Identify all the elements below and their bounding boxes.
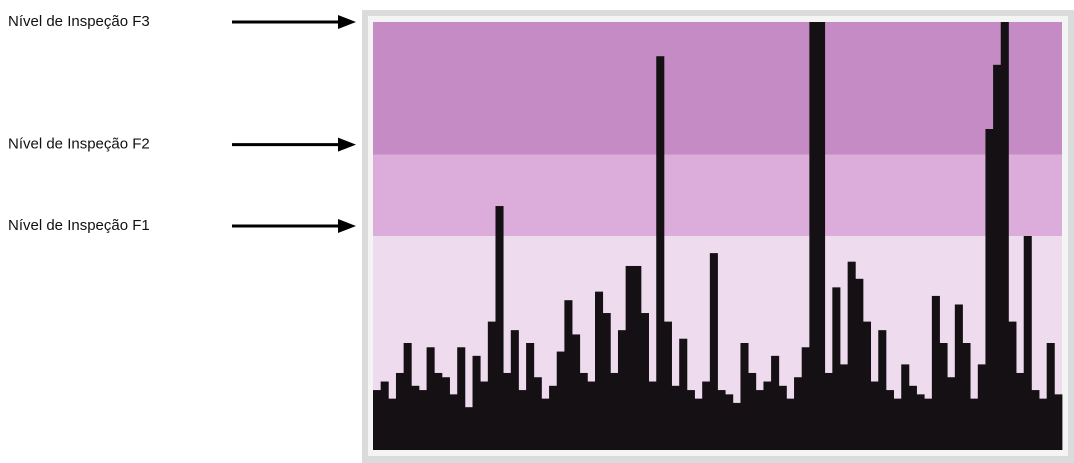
bar bbox=[1016, 373, 1024, 450]
bar bbox=[710, 253, 718, 450]
bar bbox=[1008, 322, 1016, 450]
bar bbox=[809, 22, 817, 450]
bar bbox=[855, 279, 863, 450]
bar bbox=[825, 373, 833, 450]
bar bbox=[748, 373, 756, 450]
bar bbox=[840, 364, 848, 450]
bar bbox=[641, 313, 649, 450]
bar bbox=[457, 347, 465, 450]
bar bbox=[763, 382, 771, 450]
bar bbox=[534, 377, 542, 450]
bar bbox=[649, 382, 657, 450]
bar bbox=[932, 296, 940, 450]
arrow-head bbox=[338, 138, 356, 152]
bar bbox=[947, 377, 955, 450]
bar bbox=[373, 390, 381, 450]
bar bbox=[978, 364, 986, 450]
bar bbox=[718, 390, 726, 450]
bar bbox=[610, 373, 618, 450]
bar bbox=[985, 129, 993, 450]
bar bbox=[427, 347, 435, 450]
level-label: Nível de Inspeção F2 bbox=[8, 136, 150, 153]
bar bbox=[848, 262, 856, 450]
bar bbox=[480, 382, 488, 450]
bar bbox=[511, 330, 519, 450]
bar bbox=[603, 313, 611, 450]
bar bbox=[779, 386, 787, 450]
bar bbox=[725, 394, 733, 450]
bar bbox=[1031, 390, 1039, 450]
level-label: Nível de Inspeção F3 bbox=[8, 13, 150, 30]
bar bbox=[802, 347, 810, 450]
level-label: Nível de Inspeção F1 bbox=[8, 217, 150, 234]
bar bbox=[503, 373, 511, 450]
bar bbox=[771, 356, 779, 450]
bar bbox=[894, 399, 902, 450]
bar bbox=[733, 403, 741, 450]
bar bbox=[656, 56, 664, 450]
bar bbox=[955, 304, 963, 450]
bar bbox=[549, 386, 557, 450]
bar bbox=[878, 330, 886, 450]
bar bbox=[993, 65, 1001, 450]
bar bbox=[404, 343, 412, 450]
bar bbox=[817, 22, 825, 450]
bar bbox=[672, 386, 680, 450]
arrow-head bbox=[338, 219, 356, 233]
bar bbox=[450, 394, 458, 450]
bar bbox=[863, 322, 871, 450]
inspection-band bbox=[373, 22, 1062, 155]
bar bbox=[411, 386, 419, 450]
bar bbox=[664, 322, 672, 450]
bar bbox=[465, 407, 473, 450]
bar bbox=[1039, 399, 1047, 450]
bar bbox=[434, 373, 442, 450]
bar bbox=[1047, 343, 1055, 450]
bar bbox=[442, 377, 450, 450]
bar bbox=[1024, 236, 1032, 450]
bar bbox=[1054, 394, 1062, 450]
bar bbox=[871, 382, 879, 450]
bar bbox=[695, 399, 703, 450]
bar bbox=[832, 287, 840, 450]
bar bbox=[580, 373, 588, 450]
bar bbox=[518, 390, 526, 450]
bar bbox=[495, 206, 503, 450]
arrow-head bbox=[338, 15, 356, 29]
bar bbox=[388, 399, 396, 450]
bar bbox=[786, 399, 794, 450]
bar bbox=[488, 322, 496, 450]
bar bbox=[687, 390, 695, 450]
bar bbox=[970, 399, 978, 450]
bar bbox=[917, 394, 925, 450]
bar bbox=[473, 356, 481, 450]
bar bbox=[396, 373, 404, 450]
bar bbox=[595, 292, 603, 450]
bar bbox=[526, 343, 534, 450]
bar bbox=[756, 390, 764, 450]
bar bbox=[740, 343, 748, 450]
bar bbox=[1001, 22, 1009, 450]
bar bbox=[564, 300, 572, 450]
bar bbox=[419, 390, 427, 450]
bar bbox=[618, 330, 626, 450]
bar bbox=[541, 399, 549, 450]
bar bbox=[901, 364, 909, 450]
bar bbox=[924, 399, 932, 450]
bar bbox=[633, 266, 641, 450]
bar bbox=[587, 382, 595, 450]
bar bbox=[940, 343, 948, 450]
bar bbox=[794, 377, 802, 450]
inspection-band bbox=[373, 155, 1062, 236]
bar bbox=[626, 266, 634, 450]
bar bbox=[886, 390, 894, 450]
bar bbox=[702, 382, 710, 450]
bar bbox=[557, 352, 565, 450]
bar bbox=[679, 339, 687, 450]
bar bbox=[909, 386, 917, 450]
bar bbox=[381, 382, 389, 450]
chart: Nível de Inspeção F1 Nível de Inspeção F2… bbox=[0, 0, 1074, 463]
bar bbox=[962, 343, 970, 450]
bar bbox=[572, 334, 580, 450]
